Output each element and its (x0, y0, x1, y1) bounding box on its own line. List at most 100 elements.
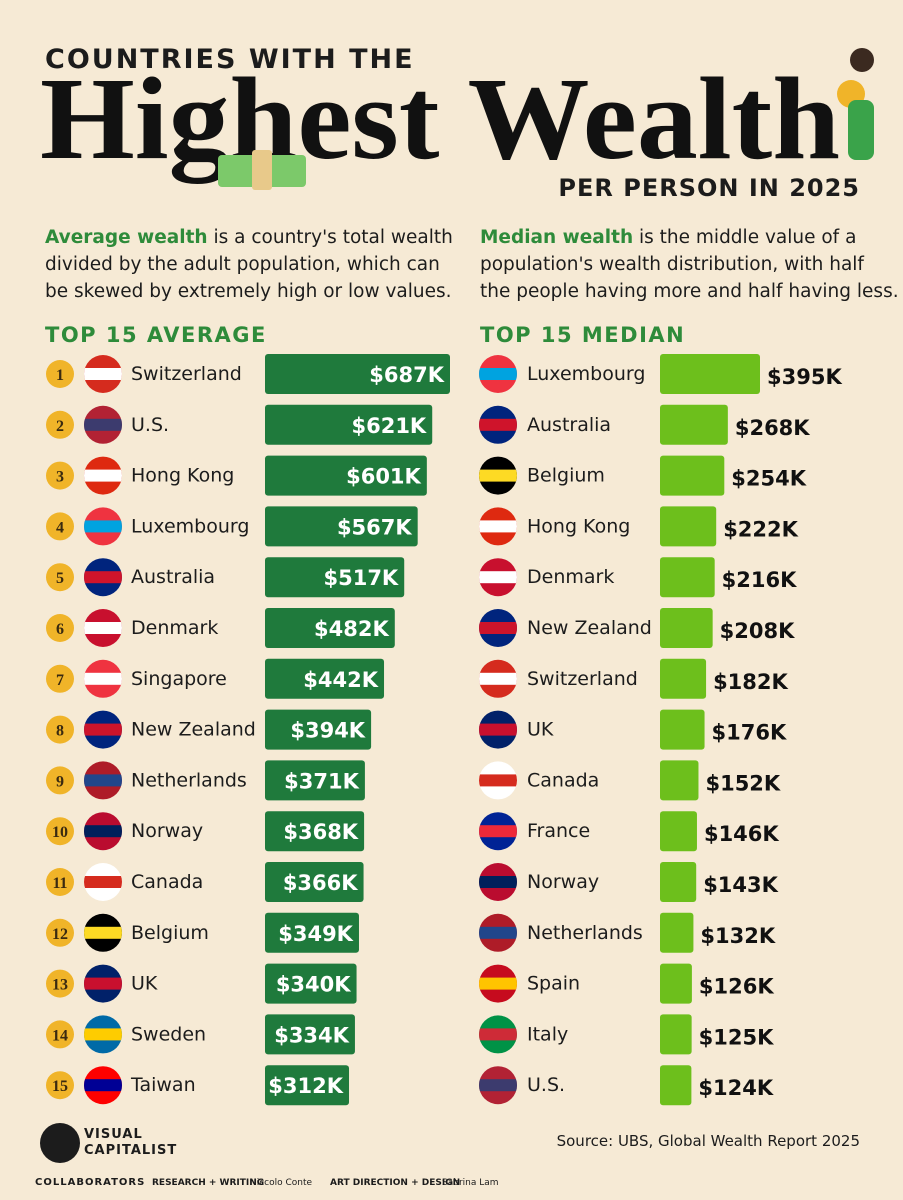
bar (265, 963, 357, 1004)
rank-badge (46, 715, 74, 744)
bar (660, 1014, 692, 1055)
rank-badge (46, 817, 74, 846)
category-label: Netherlands (131, 769, 247, 791)
note: Median wealth is the middle value of a p… (480, 224, 900, 305)
bar (265, 506, 418, 547)
rank-badge (46, 614, 74, 642)
value-label: $368K (283, 820, 358, 844)
value-label: $442K (303, 668, 378, 692)
category-label: Singapore (131, 668, 227, 690)
flag-band (84, 571, 122, 584)
category-label: Canada (527, 769, 599, 791)
flag-band (479, 622, 517, 634)
rank-badge (46, 918, 74, 947)
rank-label: 5 (56, 570, 64, 587)
bar (660, 608, 713, 648)
flag-band (84, 418, 122, 431)
value-label: $124K (698, 1076, 773, 1100)
category-label: Spain (527, 973, 580, 995)
credit-name: Sabrina Lam (442, 1178, 499, 1188)
value-label: $340K (276, 973, 351, 997)
value-label: $395K (767, 365, 842, 389)
category-label: Canada (131, 871, 203, 893)
flag-band (84, 1028, 122, 1041)
rank-badge (46, 360, 74, 388)
bar (660, 963, 692, 1004)
rank-badge (46, 664, 74, 693)
value-label: $143K (703, 873, 778, 897)
value-label: $176K (712, 721, 787, 745)
flag-band (479, 774, 517, 787)
person-icon (848, 100, 874, 160)
flag-band (84, 672, 122, 685)
value-label: $567K (337, 515, 412, 539)
note-text: is a country's total wealth divided by t… (45, 227, 453, 302)
credit-name: Niccolo Conte (250, 1178, 313, 1188)
bar (660, 811, 697, 852)
rank-badge (46, 1020, 74, 1049)
bar (660, 354, 760, 394)
bar (660, 912, 694, 953)
category-label: Switzerland (527, 668, 638, 690)
flag-band (84, 469, 122, 482)
rank-label: 12 (52, 926, 68, 943)
rank-label: 14 (52, 1027, 68, 1044)
flag-band (479, 977, 517, 990)
category-label: U.S. (131, 414, 169, 436)
value-label: $621K (351, 414, 426, 438)
bar (265, 608, 395, 648)
chart-heading: TOP 15 AVERAGE (45, 323, 267, 347)
category-label: Norway (131, 820, 203, 842)
bar (660, 760, 699, 801)
flag-band (479, 571, 517, 584)
value-label: $366K (283, 871, 358, 895)
note-lead: Median wealth (480, 227, 634, 248)
bar (265, 455, 427, 496)
category-label: Belgium (131, 922, 209, 944)
category-label: Switzerland (131, 363, 242, 385)
flag-band (479, 418, 517, 431)
value-label: $394K (290, 719, 365, 743)
category-label: Luxembourg (131, 515, 249, 537)
rank-label: 3 (56, 469, 64, 486)
flag-band (479, 469, 517, 482)
bar (265, 912, 359, 953)
bar (265, 709, 372, 750)
category-label: Hong Kong (131, 465, 234, 487)
rank-badge (46, 410, 74, 439)
rank-badge (46, 969, 74, 998)
value-label: $182K (713, 670, 788, 694)
bar (265, 404, 433, 445)
person-head (850, 48, 874, 72)
category-label: Norway (527, 871, 599, 893)
category-label: U.S. (527, 1074, 565, 1096)
category-label: Denmark (131, 617, 218, 639)
rank-label: 2 (56, 418, 64, 435)
rank-badge (46, 1071, 74, 1100)
value-label: $132K (700, 924, 775, 948)
flag-band (84, 622, 122, 634)
flag-band (84, 977, 122, 990)
credit-label: ART DIRECTION + DESIGN (330, 1178, 460, 1188)
value-label: $254K (731, 467, 806, 491)
value-label: $216K (722, 568, 797, 592)
value-label: $517K (323, 566, 398, 590)
note-text: is the middle value of a population's we… (480, 227, 899, 302)
category-label: France (527, 820, 590, 842)
flag-band (84, 774, 122, 787)
category-label: UK (131, 973, 158, 995)
rank-label: 10 (52, 824, 68, 841)
bar (265, 354, 450, 394)
rank-label: 8 (56, 723, 64, 740)
flag-band (479, 368, 517, 380)
rank-badge (46, 512, 74, 541)
category-label: Belgium (527, 465, 605, 487)
bar (265, 811, 365, 852)
kicker: COUNTRIES WITH THE (45, 44, 415, 75)
flag-band (84, 876, 122, 888)
flag-band (84, 723, 122, 736)
category-label: New Zealand (131, 719, 256, 741)
bar (660, 557, 715, 598)
value-label: $482K (314, 617, 389, 641)
value-label: $152K (705, 771, 780, 795)
